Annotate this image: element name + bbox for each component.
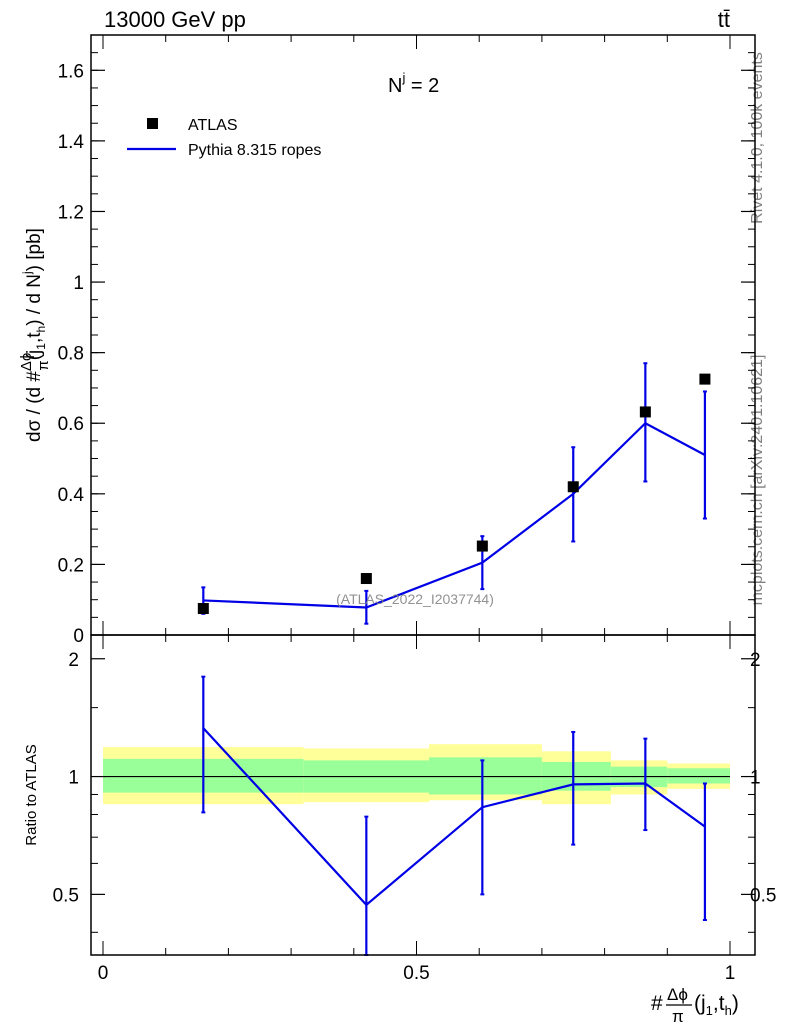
svg-text:Δϕ: Δϕ bbox=[667, 985, 688, 1004]
ratio-band-inner bbox=[667, 768, 730, 784]
main-ytick-label: 0.4 bbox=[58, 485, 85, 506]
mcplots-label: mcplots.cern.ch [arXiv:2401.10621] bbox=[749, 355, 766, 606]
data-point bbox=[197, 603, 209, 615]
main-ytick-label: 1.2 bbox=[58, 202, 84, 223]
data-point bbox=[639, 406, 651, 418]
main-ytick-label: 0 bbox=[73, 626, 84, 647]
legend-mc-label: Pythia 8.315 ropes bbox=[188, 142, 321, 159]
xlabel: # Δϕ π (j1,th) bbox=[651, 985, 739, 1024]
rivet-label: Rivet 4.1.0, 100k events bbox=[749, 52, 766, 224]
ratio-frame bbox=[90, 634, 756, 956]
top-ylabel: dσ / (d #Δϕπ(j1,th) / d Nj) [pb] bbox=[18, 228, 52, 442]
watermark: (ATLAS_2022_I2037744) bbox=[336, 591, 494, 607]
ratio-mc-line bbox=[202, 727, 706, 907]
main-panel: 0 0.2 0.4 0.6 0.8 1 1.2 1.4 1.6 (ATLAS_2022_I203… bbox=[18, 34, 756, 647]
main-ytick-label: 0.6 bbox=[58, 414, 84, 435]
svg-text:#: # bbox=[651, 992, 663, 1015]
ratio-ytick-label: 2 bbox=[68, 650, 79, 671]
svg-text:π: π bbox=[672, 1007, 684, 1024]
main-ytick-label: 1.6 bbox=[58, 61, 84, 82]
ratio-ytick-label: 0.5 bbox=[53, 885, 79, 906]
ratio-ytick-label-right: 0.5 bbox=[750, 885, 776, 906]
main-ytick-label: 0.8 bbox=[58, 344, 84, 365]
ratio-xtick-label: 0 bbox=[98, 963, 109, 984]
data-point bbox=[360, 573, 372, 585]
main-ytick-label: 1.4 bbox=[58, 132, 85, 153]
ratio-ytick-label-right: 2 bbox=[750, 650, 761, 671]
legend: ATLAS Pythia 8.315 ropes bbox=[127, 117, 321, 159]
energy-label: 13000 GeV pp bbox=[104, 7, 246, 32]
ratio-ylabel: Ratio to ATLAS bbox=[23, 744, 40, 845]
panel-title: Nj = 2 bbox=[388, 70, 439, 97]
ratio-band-inner bbox=[429, 757, 542, 795]
legend-data-marker bbox=[147, 118, 158, 129]
data-point bbox=[567, 481, 579, 493]
svg-text:dσ / (d #Δϕπ(j1,th) / d Nj) [p: dσ / (d #Δϕπ(j1,th) / d Nj) [pb] bbox=[18, 228, 52, 442]
ratio-ytick-label: 1 bbox=[68, 768, 79, 789]
mc-line bbox=[203, 421, 706, 609]
data-point bbox=[476, 540, 488, 552]
legend-data-label: ATLAS bbox=[188, 117, 238, 134]
main-ytick-label: 0.2 bbox=[58, 555, 84, 576]
ratio-ytick-label-right: 1 bbox=[750, 768, 761, 789]
ratio-xtick-label: 1 bbox=[725, 963, 736, 984]
svg-text:(j1,th): (j1,th) bbox=[694, 992, 739, 1018]
data-point bbox=[699, 373, 711, 385]
process-label: tt̄ bbox=[718, 7, 730, 32]
ratio-panel: 0.5 0.5 1 1 2 2 0 0.5 1 Ratio to ATLAS # Δϕ π (… bbox=[23, 634, 776, 1024]
ratio-xtick-label: 0.5 bbox=[403, 963, 429, 984]
main-ytick-label: 1 bbox=[73, 273, 84, 294]
